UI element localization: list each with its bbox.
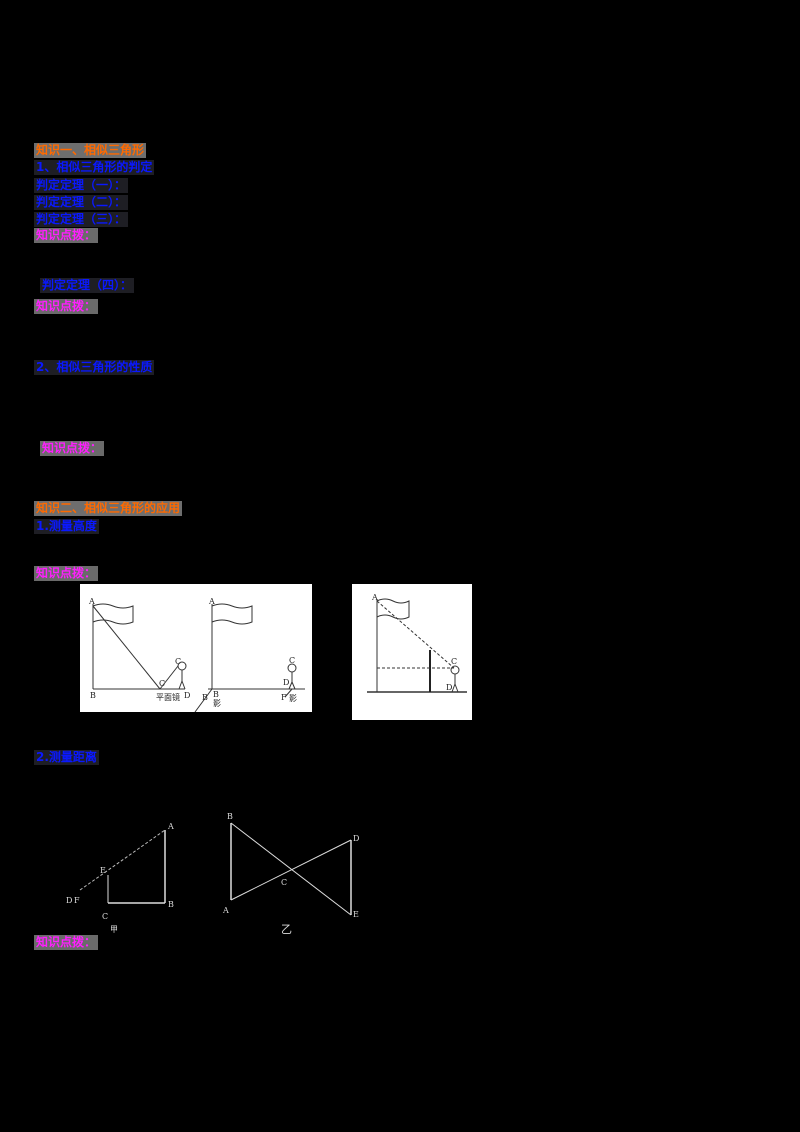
svg-text:F: F xyxy=(74,896,80,905)
note-1: 知识点拨： xyxy=(34,228,99,243)
figure-pole-sighting: A C D xyxy=(352,584,472,720)
section1-item2: 2、相似三角形的性质 xyxy=(34,360,155,375)
note-3: 知识点拨： xyxy=(40,441,105,456)
svg-text:A: A xyxy=(167,822,174,831)
svg-text:D: D xyxy=(353,834,359,843)
section1-item1: 1、相似三角形的判定 xyxy=(34,160,155,175)
svg-text:A: A xyxy=(222,906,229,915)
svg-text:D: D xyxy=(184,691,190,700)
svg-text:B: B xyxy=(213,690,219,699)
svg-text:D: D xyxy=(66,896,72,905)
section2-item1: 1.测量高度 xyxy=(34,519,99,534)
figure-mirror-shadow: A B C C D 平面镜 A B B 影 C D F 影 xyxy=(80,584,312,713)
theorem-2: 判定定理（二）： xyxy=(34,195,129,210)
theorem-3: 判定定理（三）： xyxy=(34,212,129,227)
note-2: 知识点拨： xyxy=(34,299,99,314)
svg-text:影: 影 xyxy=(289,693,297,703)
svg-text:影: 影 xyxy=(213,698,221,708)
figure-yi: B A C D E 乙 xyxy=(215,805,380,940)
label-A: A xyxy=(88,597,95,606)
figure-jia: A B E C D F 甲 xyxy=(60,815,190,935)
svg-text:D: D xyxy=(283,678,289,687)
svg-text:E: E xyxy=(353,910,359,919)
svg-text:B: B xyxy=(90,691,96,700)
svg-text:C: C xyxy=(289,656,295,665)
svg-text:A: A xyxy=(371,593,378,602)
svg-text:乙: 乙 xyxy=(281,923,292,936)
svg-text:B: B xyxy=(202,693,208,702)
svg-text:甲: 甲 xyxy=(110,925,118,934)
section1-title: 知识一、相似三角形 xyxy=(34,143,147,158)
svg-text:C: C xyxy=(281,878,287,887)
section2-title: 知识二、相似三角形的应用 xyxy=(34,501,183,516)
svg-text:平面镜: 平面镜 xyxy=(156,692,180,702)
svg-text:E: E xyxy=(100,866,106,875)
svg-text:A: A xyxy=(208,597,215,606)
theorem-1: 判定定理（一）： xyxy=(34,178,129,193)
svg-text:C: C xyxy=(159,679,165,688)
theorem-4: 判定定理（四）： xyxy=(40,278,135,293)
section2-item2: 2.测量距离 xyxy=(34,750,99,765)
svg-text:C: C xyxy=(451,657,457,666)
svg-text:B: B xyxy=(227,812,233,821)
note-5: 知识点拨： xyxy=(34,935,99,950)
note-4: 知识点拨： xyxy=(34,566,99,581)
svg-text:D: D xyxy=(446,683,452,692)
svg-text:C: C xyxy=(175,657,181,666)
svg-text:C: C xyxy=(102,912,108,921)
svg-text:F: F xyxy=(281,693,287,702)
svg-text:B: B xyxy=(168,900,174,909)
